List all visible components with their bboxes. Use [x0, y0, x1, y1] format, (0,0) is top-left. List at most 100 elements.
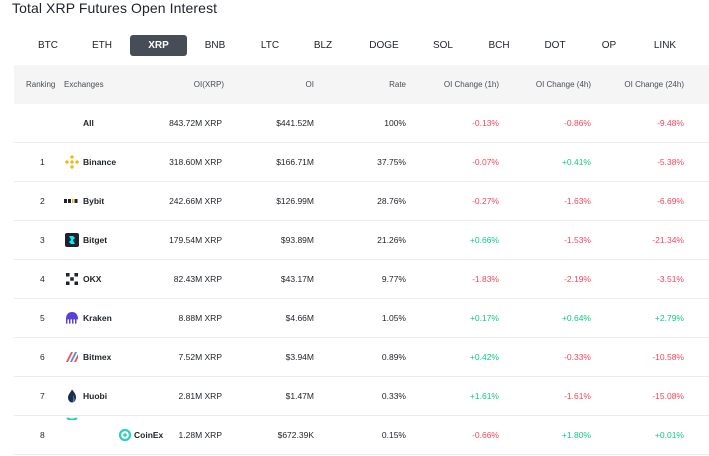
bitget-icon [65, 233, 79, 247]
exchange-name[interactable]: Bybit [83, 196, 105, 206]
exchange-name[interactable]: OKX [83, 274, 102, 284]
header-oi-xrp[interactable]: OI(XRP) [193, 80, 224, 89]
tab-btc[interactable]: BTC [38, 40, 58, 51]
change-4h-cell: +0.41% [561, 157, 591, 167]
table-row[interactable]: 8 CoinEx 1.28M XRP $672.39K 0.15% -0.66%… [14, 416, 709, 455]
tab-xrp[interactable]: XRP [130, 35, 187, 56]
change-24h-cell: +2.79% [654, 313, 684, 323]
tab-ltc[interactable]: LTC [260, 40, 280, 51]
oi-cell: $126.99M [276, 196, 314, 206]
change-1h-cell: +1.61% [469, 391, 499, 401]
change-1h-cell: +0.66% [469, 235, 499, 245]
exchange-name[interactable]: Bitget [83, 235, 108, 245]
exchange-name[interactable]: Huobi [83, 391, 108, 401]
change-4h-cell: +0.64% [561, 313, 591, 323]
rate-cell: 0.15% [381, 430, 406, 440]
header-change-1h[interactable]: OI Change (1h) [443, 80, 499, 89]
tab-op[interactable]: OP [601, 40, 617, 51]
rank-cell: 7 [40, 391, 45, 401]
header-change-4h[interactable]: OI Change (4h) [535, 80, 591, 89]
tab-bch[interactable]: BCH [488, 40, 510, 51]
rate-cell: 37.75% [377, 157, 406, 167]
oi-xrp-cell: 7.52M XRP [178, 352, 222, 362]
header-change-24h[interactable]: OI Change (24h) [624, 80, 684, 89]
tab-sol[interactable]: SOL [432, 40, 453, 51]
oi-xrp-cell: 1.28M XRP [178, 430, 222, 440]
okx-icon [66, 273, 78, 285]
table-row[interactable]: 2 Bybit 242.66M XRP $126.99M 28.76% -0.2… [14, 182, 709, 221]
rank-cell: 8 [40, 430, 45, 440]
oi-xrp-cell: 318.60M XRP [169, 157, 222, 167]
table-row[interactable]: 7 Huobi 2.81M XRP $1.47M 0.33% +1.61% -1… [14, 377, 709, 416]
rank-cell: 4 [40, 274, 45, 284]
change-24h-cell: -9.48% [657, 118, 684, 128]
change-4h-cell: -0.86% [564, 118, 591, 128]
oi-xrp-cell: 843.72M XRP [169, 118, 222, 128]
change-4h-cell: -1.63% [564, 196, 591, 206]
change-1h-cell: -0.13% [472, 118, 499, 128]
binance-icon [65, 155, 79, 169]
open-interest-table: Ranking Exchanges OI(XRP) OI Rate OI Cha… [14, 65, 709, 456]
change-1h-cell: -0.27% [472, 196, 499, 206]
change-24h-cell: +0.01% [654, 430, 684, 440]
exchange-name[interactable]: CoinEx [134, 430, 164, 440]
oi-cell: $3.94M [285, 352, 314, 362]
kraken-icon [66, 312, 78, 324]
rate-cell: 0.89% [381, 352, 406, 362]
rank-cell: 2 [40, 196, 45, 206]
table-row[interactable]: 5 Kraken 8.88M XRP $4.66M 1.05% +0.17% +… [14, 299, 709, 338]
bybit-icon [64, 199, 78, 203]
change-1h-cell: +0.17% [469, 313, 499, 323]
change-24h-cell: -10.58% [652, 352, 684, 362]
exchange-name[interactable]: Binance [83, 157, 117, 167]
tab-bnb[interactable]: BNB [204, 40, 226, 51]
oi-cell: $1.47M [285, 391, 314, 401]
page-title: Total XRP Futures Open Interest [12, 0, 218, 16]
rate-cell: 21.26% [377, 235, 406, 245]
table-row[interactable]: 3 Bitget 179.54M XRP $93.89M 21.26% +0.6… [14, 221, 709, 260]
coin-tabs: BTC ETH XRP BNB LTC BLZ DOGE SOL BCH DOT… [14, 35, 709, 57]
oi-cell: $441.52M [276, 118, 314, 128]
rank-cell: 1 [40, 157, 45, 167]
exchange-name[interactable]: Bitmex [83, 352, 112, 362]
table-row[interactable]: All 843.72M XRP $441.52M 100% -0.13% -0.… [14, 104, 709, 143]
tab-dot[interactable]: DOT [544, 40, 566, 51]
change-1h-cell: -0.07% [472, 157, 499, 167]
change-4h-cell: +1.80% [561, 430, 591, 440]
change-1h-cell: +0.42% [469, 352, 499, 362]
rank-cell: 6 [40, 352, 45, 362]
header-rate[interactable]: Rate [389, 80, 406, 89]
exchange-name[interactable]: Kraken [83, 313, 112, 323]
header-ranking[interactable]: Ranking [26, 80, 56, 89]
oi-cell: $672.39K [277, 430, 314, 440]
header-exchanges[interactable]: Exchanges [64, 80, 104, 89]
oi-xrp-cell: 8.88M XRP [178, 313, 222, 323]
change-1h-cell: -1.83% [472, 274, 499, 284]
rank-cell: 3 [40, 235, 45, 245]
coinex-icon [118, 428, 132, 442]
rate-cell: 0.33% [381, 391, 406, 401]
oi-cell: $4.66M [285, 313, 314, 323]
oi-xrp-cell: 2.81M XRP [178, 391, 222, 401]
tab-blz[interactable]: BLZ [313, 40, 333, 51]
change-24h-cell: -21.34% [652, 235, 684, 245]
change-4h-cell: -2.19% [564, 274, 591, 284]
rate-cell: 28.76% [377, 196, 406, 206]
tab-eth[interactable]: ETH [92, 40, 112, 51]
rate-cell: 1.05% [381, 313, 406, 323]
coinex-icon-partial [66, 417, 78, 420]
header-oi[interactable]: OI [305, 80, 314, 89]
oi-xrp-cell: 179.54M XRP [169, 235, 222, 245]
exchange-name: All [83, 118, 94, 128]
tab-doge[interactable]: DOGE [369, 40, 399, 51]
oi-xrp-cell: 242.66M XRP [169, 196, 222, 206]
oi-xrp-cell: 82.43M XRP [173, 274, 222, 284]
table-row[interactable]: 1 Binance 318.60M XRP $166.71M 37.75% -0… [14, 143, 709, 182]
bitmex-icon [66, 352, 78, 362]
change-24h-cell: -3.51% [657, 274, 684, 284]
tab-link[interactable]: LINK [653, 40, 677, 51]
rate-cell: 100% [384, 118, 406, 128]
table-row[interactable]: 4 OKX 82.43M XRP $43.17M 9.77% -1.83% -2… [14, 260, 709, 299]
table-row[interactable]: 6 Bitmex 7.52M XRP $3.94M 0.89% +0.42% -… [14, 338, 709, 377]
rate-cell: 9.77% [381, 274, 406, 284]
